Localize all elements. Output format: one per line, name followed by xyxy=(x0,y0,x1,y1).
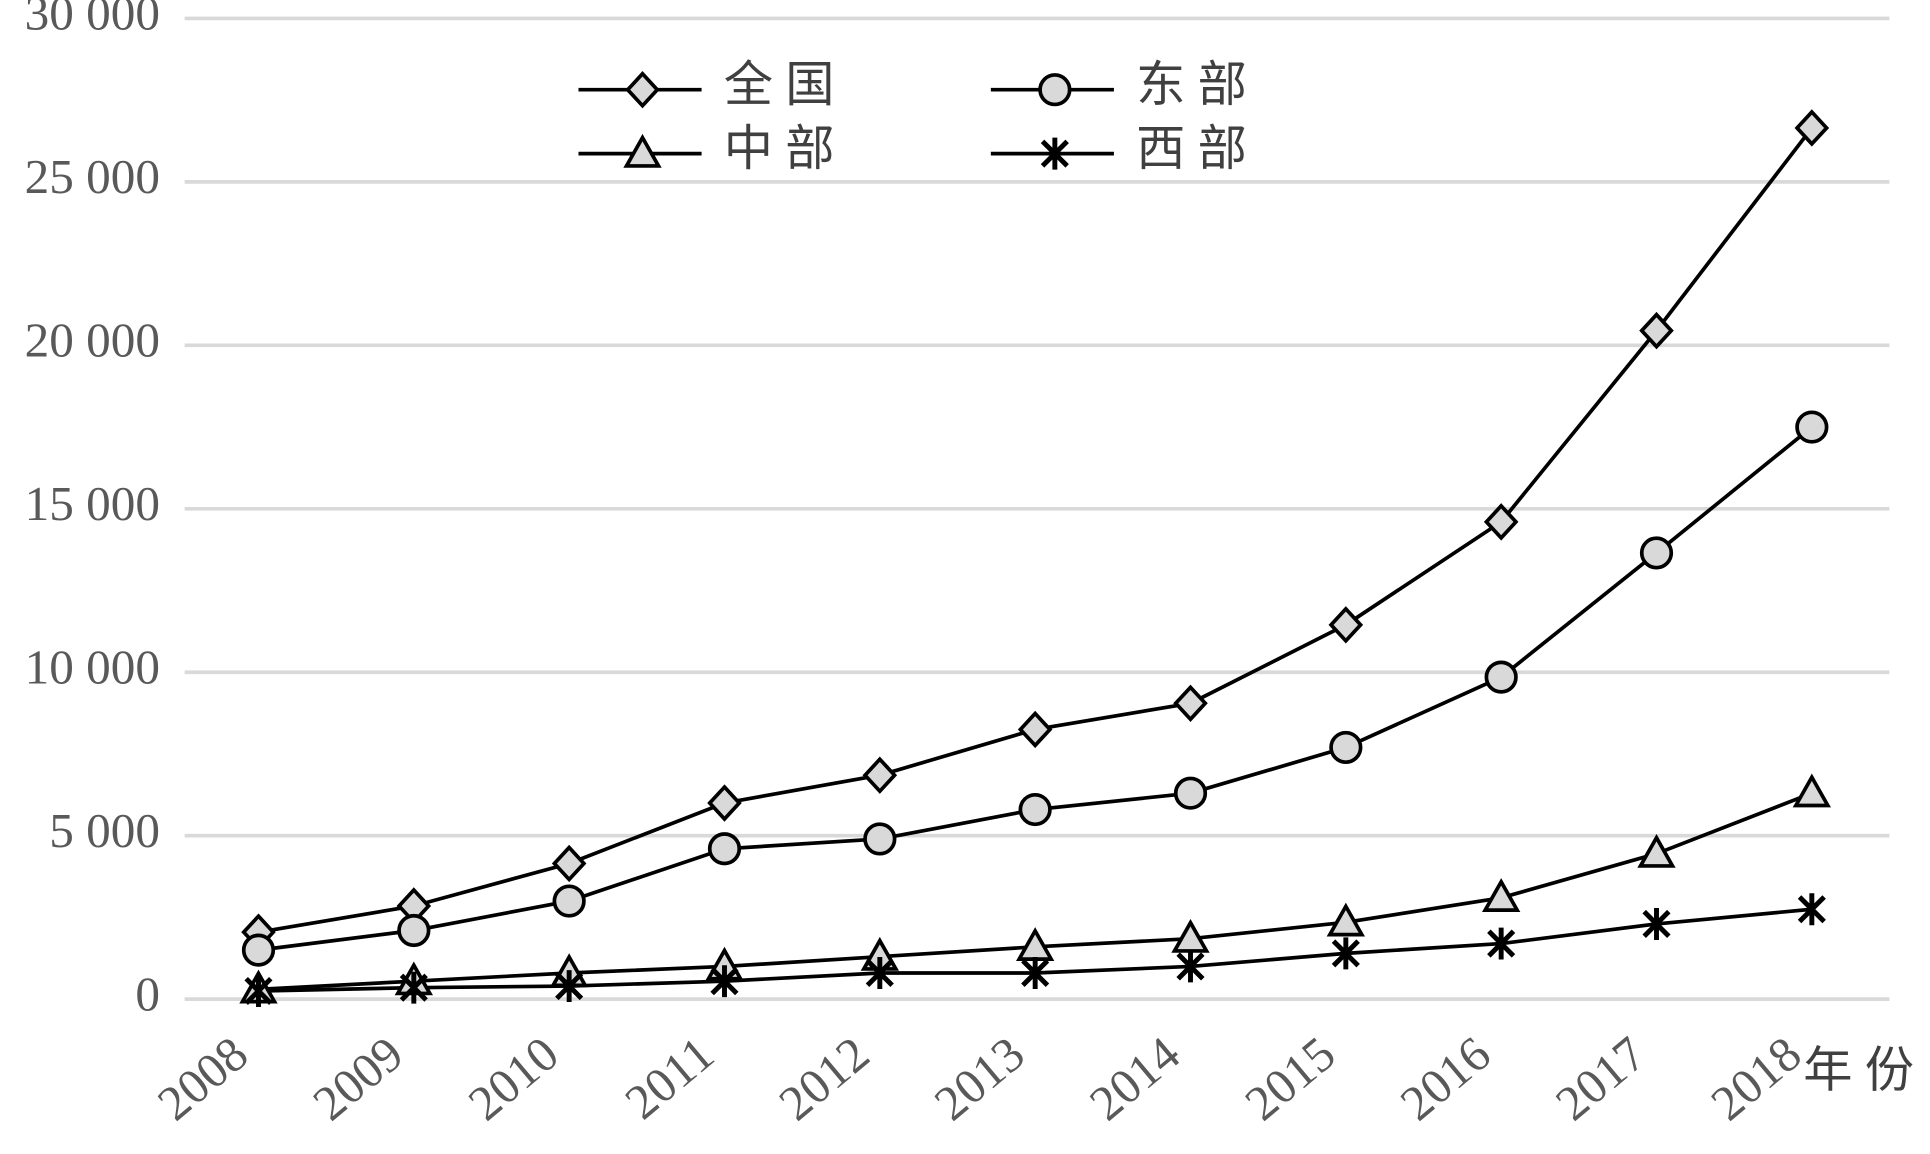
marker xyxy=(863,822,897,856)
marker xyxy=(1794,109,1830,147)
y-tick-label: 5 000 xyxy=(49,803,160,858)
legend-label: 东部 xyxy=(1136,57,1259,112)
marker xyxy=(1637,833,1676,868)
marker xyxy=(1017,710,1053,749)
marker xyxy=(551,844,587,883)
marker xyxy=(1018,792,1052,827)
marker xyxy=(865,957,894,989)
y-tick-label: 20 000 xyxy=(25,313,160,368)
x-tick-label: 2014 xyxy=(1079,1026,1190,1131)
marker xyxy=(552,884,586,918)
x-tick-label: 2017 xyxy=(1545,1026,1656,1131)
x-tick-label: 2012 xyxy=(769,1026,880,1131)
legend-label: 中部 xyxy=(724,121,847,176)
marker xyxy=(1487,927,1516,960)
x-tick-label: 2010 xyxy=(458,1026,569,1131)
marker xyxy=(555,970,584,1003)
x-tick-label: 2009 xyxy=(303,1026,414,1131)
y-tick-label: 10 000 xyxy=(25,640,160,695)
marker xyxy=(1326,902,1365,937)
legend-marker xyxy=(1038,73,1072,107)
marker xyxy=(241,933,276,967)
marker xyxy=(1797,893,1826,926)
marker xyxy=(710,965,739,998)
x-tick-label: 2015 xyxy=(1235,1026,1346,1131)
x-tick-label: 2011 xyxy=(615,1026,724,1130)
y-tick-label: 0 xyxy=(135,966,160,1021)
marker xyxy=(1484,660,1518,694)
marker xyxy=(862,756,898,794)
marker xyxy=(244,975,273,1007)
marker xyxy=(707,784,742,822)
x-tick-label: 2016 xyxy=(1390,1026,1501,1131)
marker xyxy=(1795,410,1829,444)
legend-marker xyxy=(625,71,660,109)
marker xyxy=(1173,684,1208,722)
marker xyxy=(1176,950,1205,983)
marker xyxy=(397,913,431,948)
marker xyxy=(1642,907,1671,940)
x-tick-label: 2013 xyxy=(924,1026,1035,1131)
marker xyxy=(707,832,742,866)
legend-label: 全国 xyxy=(724,57,847,112)
x-tick-label: 2018 xyxy=(1701,1026,1812,1131)
marker xyxy=(399,971,428,1004)
marker xyxy=(1792,773,1832,808)
marker xyxy=(1483,503,1519,541)
legend-marker xyxy=(1040,137,1069,170)
y-tick-label: 15 000 xyxy=(25,476,160,531)
legend-label: 西部 xyxy=(1136,121,1259,176)
y-tick-label: 30 000 xyxy=(25,0,160,41)
legend-marker xyxy=(623,133,662,168)
x-tick-label: 2008 xyxy=(147,1026,258,1131)
marker xyxy=(1331,937,1360,970)
marker xyxy=(1639,536,1674,570)
marker xyxy=(1329,730,1363,765)
marker xyxy=(1173,776,1208,810)
series-line xyxy=(258,425,1814,952)
y-tick-label: 25 000 xyxy=(25,149,160,204)
marker xyxy=(1482,878,1521,912)
marker xyxy=(1328,606,1364,644)
marker xyxy=(1021,957,1050,989)
marker xyxy=(1639,311,1674,350)
x-axis-label: 年份 xyxy=(1803,1043,1926,1098)
